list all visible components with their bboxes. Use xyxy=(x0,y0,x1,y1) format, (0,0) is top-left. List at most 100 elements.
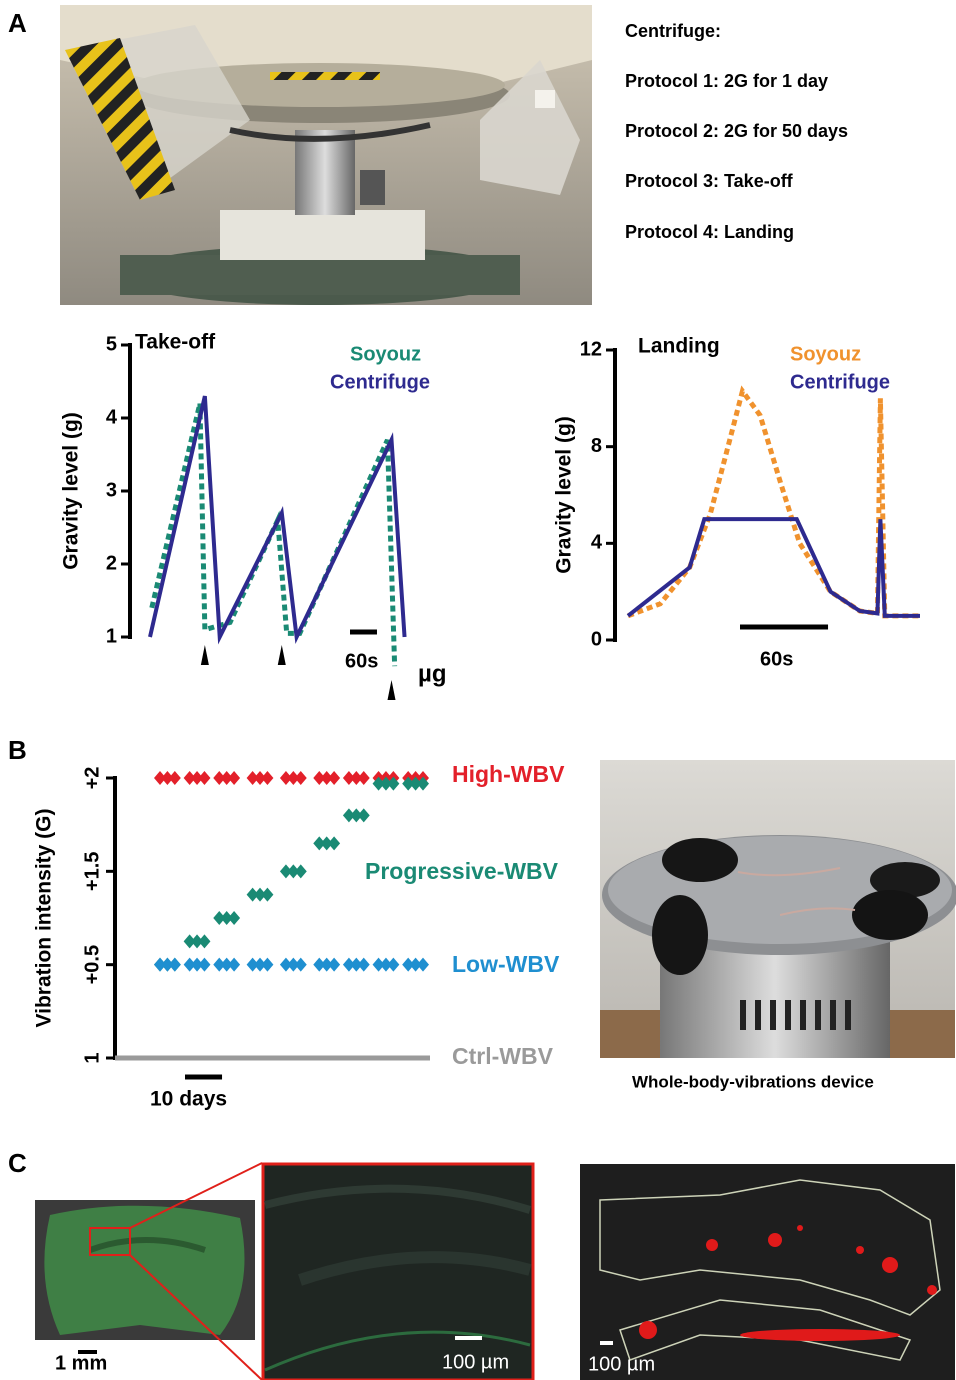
data-point xyxy=(357,957,370,972)
y-tick-label: 0 xyxy=(591,628,602,650)
data-point xyxy=(320,836,333,851)
data-point xyxy=(328,771,341,785)
y-tick-label: 1 xyxy=(106,625,117,647)
data-point xyxy=(279,957,292,972)
data-point xyxy=(402,957,415,972)
protocol-item: Protocol 3: Take-off xyxy=(625,171,794,191)
series-line xyxy=(626,517,920,618)
data-point xyxy=(246,887,259,902)
hippocampus-fluorescence xyxy=(261,1162,535,1380)
microgravity-label: µg xyxy=(418,660,447,687)
series-line xyxy=(148,395,407,645)
legend-label: Progressive-WBV xyxy=(365,858,559,884)
data-point xyxy=(279,771,292,785)
data-point xyxy=(228,957,241,972)
data-point xyxy=(191,934,204,949)
data-point xyxy=(294,957,307,972)
chart-title: Landing xyxy=(638,335,720,358)
data-point xyxy=(198,957,211,972)
data-point xyxy=(402,776,415,791)
data-point xyxy=(320,957,333,972)
data-point xyxy=(372,957,385,972)
legend-label: Soyouz xyxy=(790,343,861,365)
data-point xyxy=(161,771,174,785)
data-point xyxy=(198,771,211,785)
data-point xyxy=(328,957,341,972)
data-point xyxy=(350,957,363,972)
panel-label: A xyxy=(8,8,27,38)
data-point xyxy=(183,934,196,949)
data-point xyxy=(261,957,274,972)
y-tick-label: 1 xyxy=(81,1052,103,1063)
chart-title: Take-off xyxy=(135,331,216,354)
data-point xyxy=(220,911,233,925)
data-point xyxy=(313,957,326,972)
data-point xyxy=(350,771,363,785)
protocol-item: Protocol 2: 2G for 50 days xyxy=(625,121,848,141)
data-point xyxy=(228,771,241,785)
scale-bar-label: 60s xyxy=(345,650,378,672)
device-caption: Whole-body-vibrations device xyxy=(632,1072,874,1091)
data-point xyxy=(287,957,300,972)
data-point xyxy=(350,808,363,823)
legend-label: Centrifuge xyxy=(330,371,430,393)
data-point xyxy=(294,864,307,879)
data-point xyxy=(154,771,166,785)
centrifuge-photo xyxy=(60,5,592,305)
data-point xyxy=(417,957,429,972)
legend-label: Centrifuge xyxy=(790,371,890,393)
data-point xyxy=(379,957,392,972)
data-point xyxy=(213,911,226,925)
legend-label: Ctrl-WBV xyxy=(452,1043,554,1069)
data-point xyxy=(254,957,267,972)
series-line xyxy=(149,402,398,667)
data-point xyxy=(313,836,326,851)
data-point xyxy=(168,771,181,785)
data-point xyxy=(191,771,204,785)
data-point xyxy=(294,771,307,785)
data-point xyxy=(409,776,422,791)
data-point xyxy=(320,771,333,785)
microgravity-arrow xyxy=(387,680,396,700)
data-point xyxy=(198,934,211,949)
protocol-item: Protocol 4: Landing xyxy=(625,222,794,242)
brain-section xyxy=(35,1162,263,1380)
hippocampus-segmentation xyxy=(580,1164,955,1380)
data-point xyxy=(279,864,292,879)
data-point xyxy=(246,957,259,972)
data-point xyxy=(417,776,429,791)
wbv-device-photo xyxy=(600,760,956,1058)
legend-label: Low-WBV xyxy=(452,951,560,977)
y-tick-label: 4 xyxy=(106,406,118,428)
data-point xyxy=(328,836,341,851)
data-point xyxy=(246,771,259,785)
data-point xyxy=(357,808,370,823)
scale-bar-label: 10 days xyxy=(150,1088,227,1111)
data-point xyxy=(379,776,392,791)
y-axis-label: Gravity level (g) xyxy=(60,412,83,570)
legend-label: Soyouz xyxy=(350,343,421,365)
scale-bar-label: 1 mm xyxy=(55,1352,107,1374)
protocol-heading: Centrifuge: xyxy=(625,21,721,41)
data-point xyxy=(213,771,226,785)
y-tick-label: 3 xyxy=(106,479,117,501)
data-point xyxy=(220,957,233,972)
microgravity-arrow xyxy=(277,645,286,665)
y-tick-label: 2 xyxy=(106,552,117,574)
data-point xyxy=(254,887,267,902)
y-axis-label: Vibration intensity (G) xyxy=(33,809,56,1028)
data-point xyxy=(261,771,274,785)
data-point xyxy=(183,957,196,972)
y-tick-label: +0.5 xyxy=(81,945,103,984)
y-tick-label: 8 xyxy=(591,435,602,457)
data-point xyxy=(154,957,166,972)
data-point xyxy=(254,771,267,785)
panel-label: B xyxy=(8,735,27,765)
data-point xyxy=(313,771,326,785)
data-point xyxy=(387,957,400,972)
data-point xyxy=(213,957,226,972)
y-tick-label: 5 xyxy=(106,333,117,355)
data-point xyxy=(183,771,196,785)
data-point xyxy=(342,771,355,785)
